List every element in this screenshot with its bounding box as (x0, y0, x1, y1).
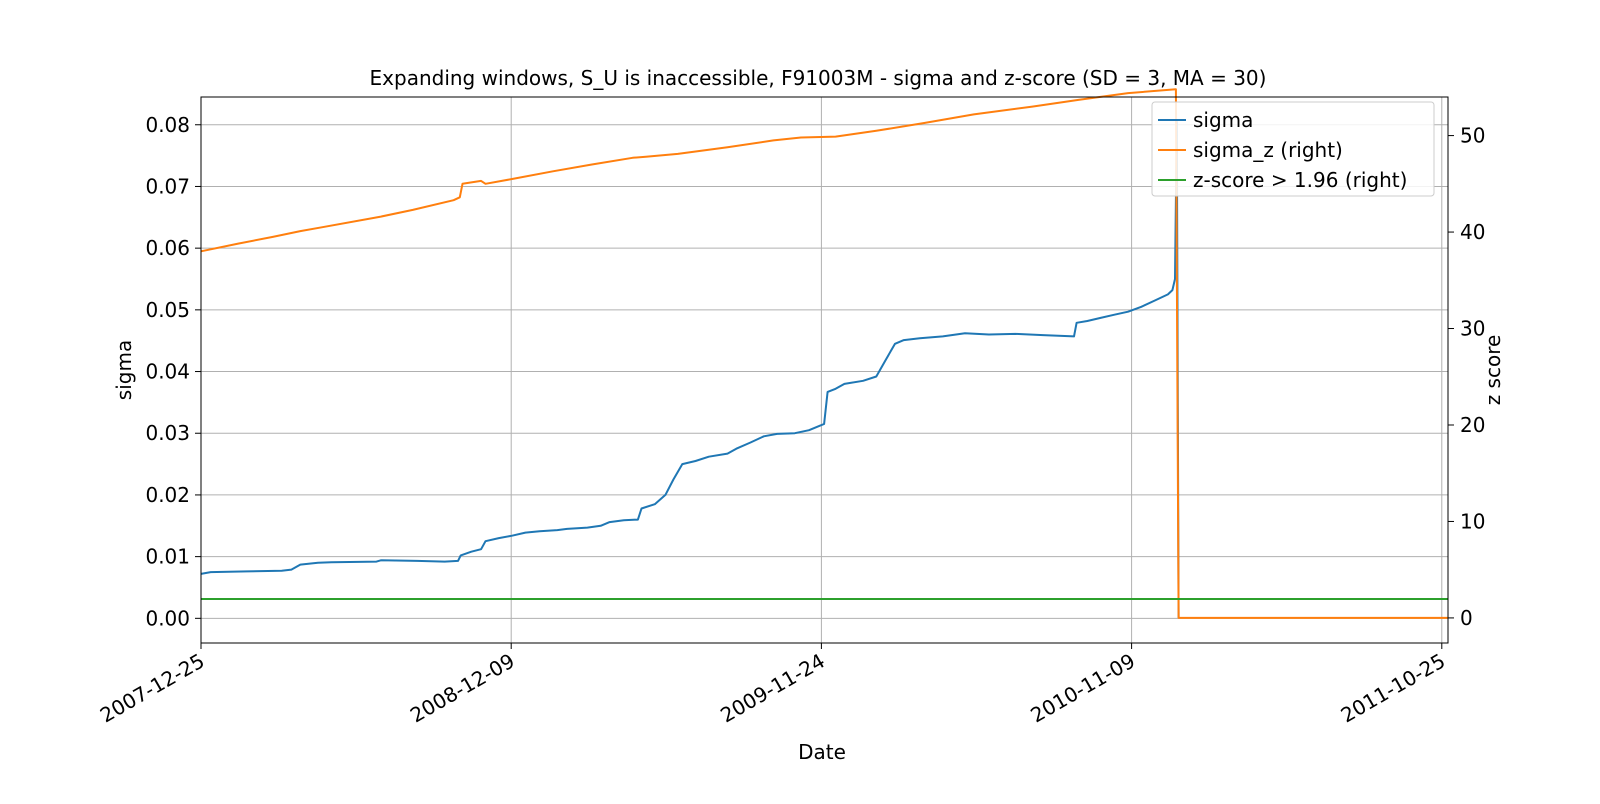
y2-tick-label: 0 (1460, 606, 1473, 630)
y2-axis-label: z score (1481, 335, 1505, 406)
y-tick-label: 0.07 (145, 174, 190, 198)
y-tick-label: 0.04 (145, 360, 190, 384)
x-tick-label: 2008-12-09 (406, 649, 519, 728)
chart-title: Expanding windows, S_U is inaccessible, … (370, 66, 1267, 90)
axis-layer: 0.00 0.01 0.02 0.03 0.04 0.05 0.06 0.07 0.08 0 10 2… (96, 113, 1486, 728)
y-tick-label: 0.06 (145, 236, 190, 260)
series-line-sigma (200, 120, 1180, 619)
series-layer (200, 88, 1448, 619)
x-tick-label: 2011-10-25 (1337, 649, 1450, 728)
y-tick-label: 0.02 (145, 483, 190, 507)
y2-tick-label: 30 (1460, 317, 1485, 341)
x-tick-label: 2007-12-25 (96, 649, 209, 728)
legend-label-sigma: sigma (1193, 108, 1253, 132)
series-line-sigma-z (200, 88, 1448, 619)
x-tick-label: 2010-11-09 (1026, 649, 1139, 728)
y-tick-label: 0.00 (145, 606, 190, 630)
y2-tick-label: 50 (1460, 124, 1485, 148)
y2-tick-label: 10 (1460, 509, 1485, 533)
grid-layer (200, 97, 1448, 643)
y-axis-label: sigma (112, 340, 136, 400)
legend-label-zscore: z-score > 1.96 (right) (1193, 168, 1407, 192)
y-tick-label: 0.08 (145, 113, 190, 137)
legend: sigma sigma_z (right) z-score > 1.96 (ri… (1151, 101, 1435, 197)
y-tick-label: 0.05 (145, 298, 190, 322)
y-tick-label: 0.03 (145, 421, 190, 445)
y-tick-label: 0.01 (145, 545, 190, 569)
x-tick-label: 2009-11-24 (716, 649, 829, 728)
x-axis-label: Date (798, 740, 846, 764)
y2-tick-label: 20 (1460, 413, 1485, 437)
legend-label-sigma-z: sigma_z (right) (1193, 138, 1343, 162)
legend-frame (1151, 101, 1435, 197)
plot-area-frame (200, 96, 1449, 644)
y2-tick-label: 40 (1460, 220, 1485, 244)
